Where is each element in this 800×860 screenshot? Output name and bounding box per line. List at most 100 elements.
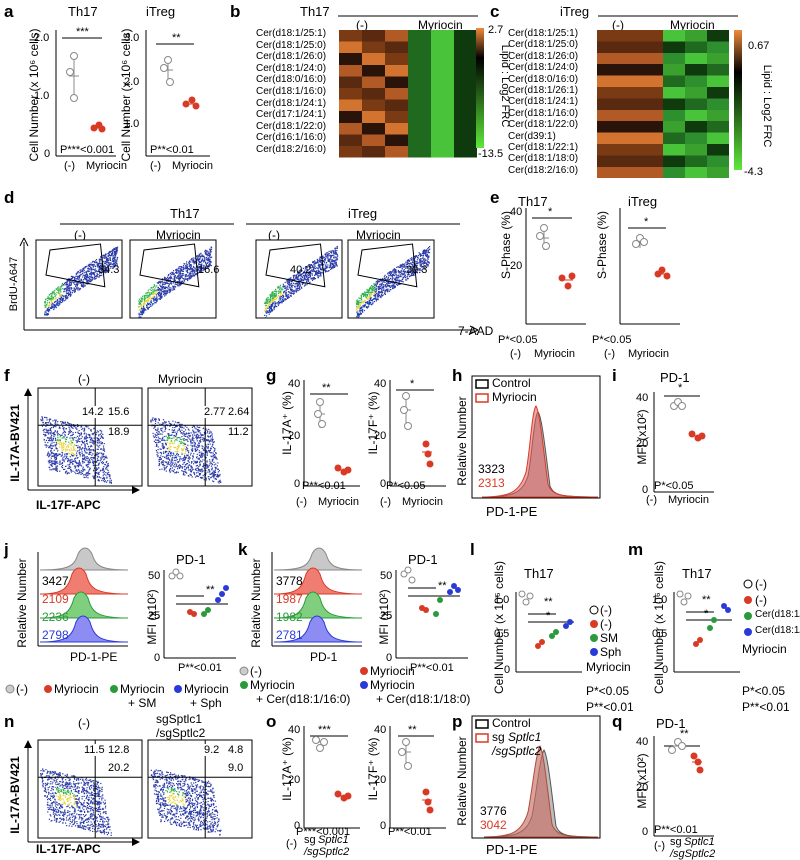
d-xlabel: 7-AAD <box>458 324 493 338</box>
o-right-tick-0: 40 <box>374 724 386 736</box>
m-myr-dot <box>697 637 703 643</box>
heatmap-cell <box>597 76 619 87</box>
heatmap-cell <box>663 144 685 155</box>
heatmap-cell <box>597 133 619 144</box>
f-q2-0: 2.77 <box>204 406 225 418</box>
g-left-tick-0: 40 <box>288 378 300 390</box>
j-sph-dot <box>219 591 225 597</box>
k-dotplot <box>396 570 468 662</box>
heatmap-cell <box>454 65 477 77</box>
heatmap-cell <box>707 41 729 52</box>
a-left-ctrl-dot <box>71 95 78 102</box>
j-tick-0: 50 <box>148 570 160 582</box>
a-left-tick-1: 1.0 <box>34 90 49 102</box>
f-xlabel: IL-17F-APC <box>36 498 101 512</box>
o-right-plot <box>390 726 446 832</box>
j-sig: ** <box>206 584 215 596</box>
heatmap-cell <box>619 167 641 178</box>
heatmap-cell <box>663 30 685 41</box>
heatmap-row-label: Cer(d18:1/22:0) <box>508 119 578 130</box>
heatmap-cell <box>663 87 685 98</box>
heatmap-cell <box>663 53 685 64</box>
a-left-title: Th17 <box>68 4 98 19</box>
l-title: Th17 <box>524 566 554 581</box>
panel-label-b: b <box>230 2 240 22</box>
heatmap-cell <box>408 100 431 112</box>
o-xcat-2: Sptlc1 <box>318 834 349 846</box>
heatmap-row-label: Cer(d18:1/24:0) <box>256 63 326 74</box>
heatmap-cell <box>619 144 641 155</box>
j-dotplot <box>164 570 236 662</box>
o-xcat-1: sg <box>304 834 316 846</box>
b-heatmap <box>339 30 479 160</box>
heatmap-cell <box>362 88 385 100</box>
k-tick-2: 0 <box>386 652 392 664</box>
heatmap-cell <box>454 42 477 54</box>
e-left-myr-dot <box>565 283 572 290</box>
heatmap-cell <box>685 167 707 178</box>
heatmap-cell <box>619 53 641 64</box>
heatmap-cell <box>408 76 431 88</box>
a-right-myr-dot <box>189 97 196 104</box>
q-xcat-2: Sptlc1 <box>684 836 715 848</box>
g-right-myr-dot <box>427 461 434 468</box>
heatmap-cell <box>454 111 477 123</box>
k-legend-1: Myriocin <box>370 664 415 678</box>
l-legend-sm <box>590 634 598 642</box>
l-legend-sph <box>590 648 598 656</box>
heatmap-cell <box>385 30 408 42</box>
heatmap-cell <box>454 53 477 65</box>
heatmap-cell <box>454 88 477 100</box>
o-xcat-0: (-) <box>286 838 297 850</box>
panel-label-o: o <box>266 712 276 732</box>
l-legend-group: Myriocin <box>586 660 631 674</box>
g-left-ylabel: IL-17A⁺ (%) <box>280 388 294 458</box>
i-tick-0: 40 <box>636 392 648 404</box>
p-legend-sg-swatch <box>476 734 488 742</box>
o-left-tick-0: 40 <box>288 724 300 736</box>
e-left-myr-dot <box>559 275 566 282</box>
heatmap-cell <box>619 133 641 144</box>
e-left-pval: P*<0.05 <box>498 334 537 346</box>
f-ylabel: IL-17A-BV421 <box>8 398 22 488</box>
g-right-pval: P*<0.05 <box>386 480 425 492</box>
g-xcat-0: (-) <box>296 496 307 508</box>
e-left-plot <box>526 208 586 328</box>
heatmap-cell <box>641 133 663 144</box>
heatmap-cell <box>339 88 362 100</box>
k-legend-cer18 <box>360 681 368 689</box>
heatmap-cell <box>408 123 431 135</box>
d-group-lines <box>60 222 460 226</box>
heatmap-cell <box>431 88 454 100</box>
a-right-ctrl-dot <box>165 57 172 64</box>
k-cer18-dot <box>455 587 461 593</box>
c-title: iTreg <box>560 4 589 19</box>
heatmap-cell <box>362 100 385 112</box>
heatmap-row-label: Cer(d18:1/26:0) <box>256 51 326 62</box>
m-cer18-dot <box>725 607 731 613</box>
heatmap-cell <box>641 98 663 109</box>
j-legend-ctrl <box>6 685 14 693</box>
a-xcat-0: (-) <box>64 160 75 172</box>
m-legend-swatches <box>742 578 754 648</box>
n-col-2: /sgSptlc2 <box>156 726 205 740</box>
h-ylabel: Relative Number <box>455 389 469 493</box>
m-ctrl-dot <box>681 599 687 605</box>
q-ctrl-dot <box>669 747 676 754</box>
m-cer16-dot <box>707 625 713 631</box>
heatmap-cell <box>362 111 385 123</box>
heatmap-cell <box>619 87 641 98</box>
g-right-ctrl-dot <box>405 423 412 430</box>
heatmap-cell <box>339 76 362 88</box>
panel-label-d: d <box>4 188 14 208</box>
heatmap-cell <box>431 146 454 158</box>
heatmap-cell <box>685 110 707 121</box>
heatmap-cell <box>362 42 385 54</box>
heatmap-row-label: Cer(d18:1/22:0) <box>256 121 326 132</box>
e-left-tick-1: 20 <box>510 260 522 272</box>
heatmap-row-label: Cer(d18:2/16:0) <box>256 144 326 155</box>
k-legend-5: + Cer(d18:1/18:0) <box>376 692 470 706</box>
k-myr-dot <box>423 607 429 613</box>
heatmap-row-label: Cer(d18:1/16:0) <box>508 108 578 119</box>
e-left-myr-dot <box>569 273 576 280</box>
